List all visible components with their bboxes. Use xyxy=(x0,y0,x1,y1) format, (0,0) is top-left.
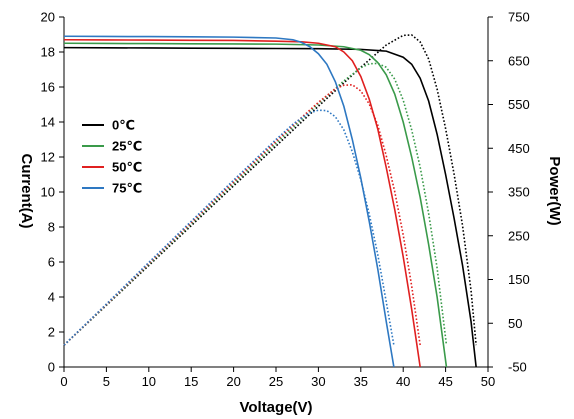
legend: 0℃ 25℃ 50℃ 75℃ xyxy=(82,118,142,196)
x-tick-label: 20 xyxy=(226,374,240,389)
current-curve-0c xyxy=(63,46,477,368)
right-y-axis-ticks: -50 50 150 250 350 450 550 650 750 xyxy=(488,10,530,375)
power-curve-50c xyxy=(63,83,421,346)
legend-label-50c: 50℃ xyxy=(112,160,142,175)
y-left-tick-label: 20 xyxy=(41,10,55,25)
x-tick-label: 40 xyxy=(396,374,410,389)
x-tick-label: 15 xyxy=(184,374,198,389)
x-tick-label: 50 xyxy=(481,374,495,389)
y-right-tick-label: 350 xyxy=(508,185,530,200)
y-left-tick-label: 2 xyxy=(48,325,55,340)
x-tick-label: 5 xyxy=(103,374,110,389)
power-curve-25c xyxy=(63,62,448,346)
right-y-axis-title: Power(W) xyxy=(546,156,563,225)
curves xyxy=(63,34,477,368)
x-tick-label: 10 xyxy=(142,374,156,389)
y-right-tick-label: 450 xyxy=(508,141,530,156)
legend-label-75c: 75℃ xyxy=(112,181,142,196)
x-axis-title: Voltage(V) xyxy=(239,399,312,416)
x-tick-label: 35 xyxy=(354,374,368,389)
y-left-tick-label: 0 xyxy=(48,360,55,375)
power-curve-75c xyxy=(63,109,395,346)
y-right-tick-label: 650 xyxy=(508,53,530,68)
y-right-tick-label: 250 xyxy=(508,228,530,243)
current-curve-25c xyxy=(63,42,448,368)
x-tick-label: 25 xyxy=(269,374,283,389)
current-curve-75c xyxy=(63,35,395,368)
y-right-tick-label: 750 xyxy=(508,10,530,25)
x-tick-label: 45 xyxy=(438,374,452,389)
left-y-axis-ticks: 0 2 4 6 8 10 12 14 16 18 20 xyxy=(41,10,64,375)
y-left-tick-label: 18 xyxy=(41,45,55,60)
y-left-tick-label: 12 xyxy=(41,150,55,165)
y-right-tick-label: 50 xyxy=(508,316,522,331)
y-left-tick-label: 8 xyxy=(48,220,55,235)
y-left-tick-label: 4 xyxy=(48,290,55,305)
x-axis-ticks: 0 5 10 15 20 25 30 35 40 45 50 xyxy=(60,367,495,389)
y-left-tick-label: 10 xyxy=(41,185,55,200)
y-left-tick-label: 6 xyxy=(48,255,55,270)
y-right-tick-label: -50 xyxy=(508,360,527,375)
y-right-tick-label: 150 xyxy=(508,272,530,287)
power-curve-0c xyxy=(63,34,477,346)
left-y-axis-title: Current(A) xyxy=(18,154,35,229)
y-left-tick-label: 14 xyxy=(41,115,55,130)
y-right-tick-label: 550 xyxy=(508,97,530,112)
x-tick-label: 30 xyxy=(311,374,325,389)
current-curve-50c xyxy=(63,38,421,368)
y-left-tick-label: 16 xyxy=(41,80,55,95)
legend-label-25c: 25℃ xyxy=(112,139,142,154)
legend-label-0c: 0℃ xyxy=(112,118,135,133)
x-tick-label: 0 xyxy=(60,374,67,389)
